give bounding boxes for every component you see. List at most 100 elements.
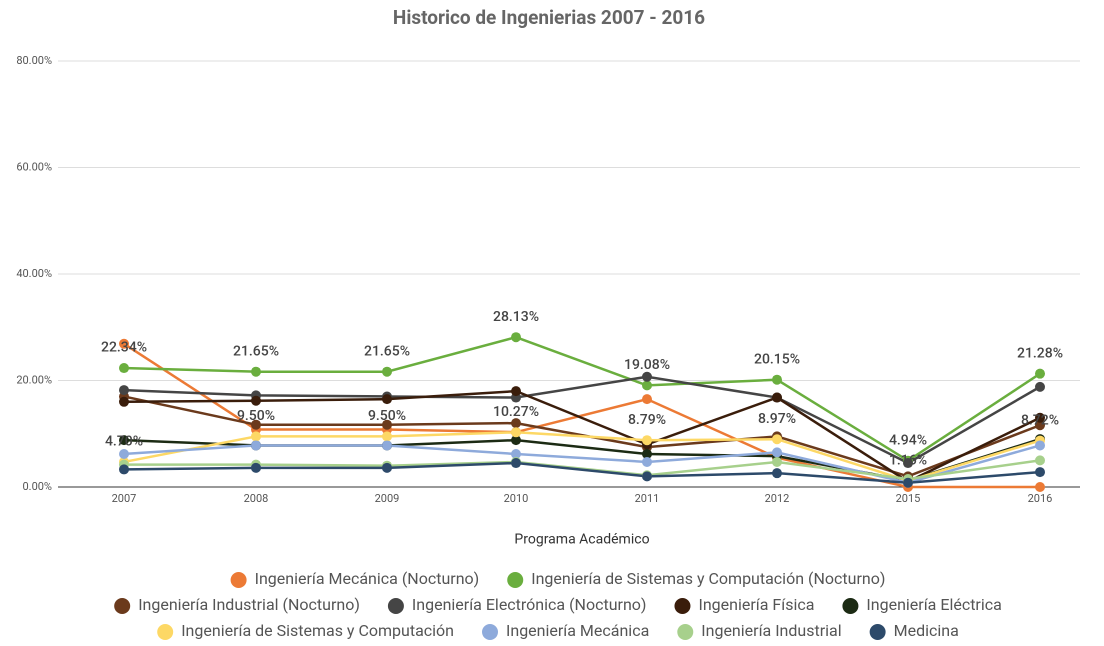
data-point [511,332,521,343]
data-point [642,394,652,405]
data-point [1035,482,1045,492]
data-point [251,462,261,473]
x-tick-label: 2007 [112,492,137,505]
legend-marker [482,624,499,640]
data-label: 4.70% [105,434,143,450]
data-point [251,431,261,442]
y-tick-label: 0.00% [22,480,52,493]
data-point [251,395,261,406]
legend-label: Medicina [894,621,959,640]
x-tick-label: 2015 [896,492,921,505]
data-point [119,385,129,396]
legend-marker [677,624,694,640]
legend-row: Ingeniería Mecánica (Nocturno) Ingeniería… [230,569,885,588]
chart-title: Historico de Ingenierias 2007 - 2016 [393,6,705,29]
data-point [119,363,129,374]
data-label: 1.16% [889,453,927,469]
data-point [642,371,652,382]
data-point [119,396,129,407]
data-point [772,456,782,467]
legend-marker [869,624,886,640]
x-tick-label: 2010 [504,492,529,505]
y-tick-label: 60.00% [16,160,52,173]
data-point [119,338,129,349]
data-point [511,386,521,397]
x-tick-label: 2012 [765,492,790,505]
data-point [642,380,652,391]
series-line [123,431,1041,483]
data-point [511,435,521,446]
legend-label: Ingeniería Industrial (Nocturno) [138,595,360,614]
legend-marker [507,572,524,588]
data-point [903,477,913,488]
data-point [382,431,392,442]
legend-marker [387,598,404,614]
data-point [1035,368,1045,379]
data-label: 20.15% [754,351,800,367]
data-label: 21.28% [1017,345,1063,361]
data-point [119,448,129,459]
data-point [511,458,521,469]
legend-label: Ingeniería de Sistemas y Computación (No… [531,569,885,588]
series-line [123,444,1041,485]
x-tick-label: 2011 [635,492,660,505]
series-line [123,335,1041,463]
legend-label: Ingeniería Eléctrica [866,595,1001,614]
data-point [772,434,782,445]
data-label: 9.50% [237,408,275,424]
legend-label: Ingeniería Electrónica (Nocturno) [412,595,647,614]
data-label: 21.65% [233,343,279,359]
data-point [382,366,392,377]
data-label: 22.34% [101,340,147,356]
x-tick-label: 2008 [244,492,269,505]
data-point [772,392,782,403]
legend-label: Ingeniería Mecánica [506,621,649,640]
legend-marker [674,598,691,614]
data-point [642,448,652,459]
data-point [1035,455,1045,466]
legend-label: Ingeniería de Sistemas y Computación [181,621,454,640]
legend-label: Ingeniería Mecánica (Nocturno) [255,569,480,588]
data-point [1035,412,1045,423]
data-point [1035,440,1045,451]
legend-marker [114,598,131,614]
data-point [772,374,782,385]
data-point [642,435,652,446]
y-tick-label: 80.00% [16,54,52,67]
data-point [772,447,782,458]
data-label: 8.79% [628,412,666,428]
legend-row: Ingeniería Industrial (Nocturno) Ingenier… [114,595,1002,614]
data-label: 19.08% [624,357,670,373]
data-label: 10.27% [493,404,539,420]
legend-marker [230,572,247,588]
y-tick-label: 40.00% [16,267,52,280]
data-label: 8.72% [1021,412,1059,428]
data-label: 28.13% [493,309,539,325]
data-label: 21.65% [364,343,410,359]
series-line [123,389,1041,484]
data-point [251,440,261,451]
data-label: 8.97% [758,411,796,427]
data-point [772,468,782,479]
legend-label: Ingeniería Industrial [701,621,841,640]
data-point [119,435,129,446]
x-tick-label: 2016 [1028,492,1053,505]
data-point [382,462,392,473]
data-point [382,394,392,405]
data-point [642,456,652,467]
data-point [1035,381,1045,392]
data-point [903,458,913,469]
data-point [1035,467,1045,478]
data-point [382,419,392,430]
data-point [1035,420,1045,431]
data-label: 4.94% [889,432,927,448]
data-point [511,448,521,459]
data-point [251,366,261,377]
x-axis-title: Programa Académico [514,532,649,548]
legend-marker [157,624,174,640]
legend-row: Ingeniería de Sistemas y Computación Inge… [157,621,959,640]
data-point [511,427,521,438]
series-line [123,461,1041,484]
data-point [119,464,129,475]
